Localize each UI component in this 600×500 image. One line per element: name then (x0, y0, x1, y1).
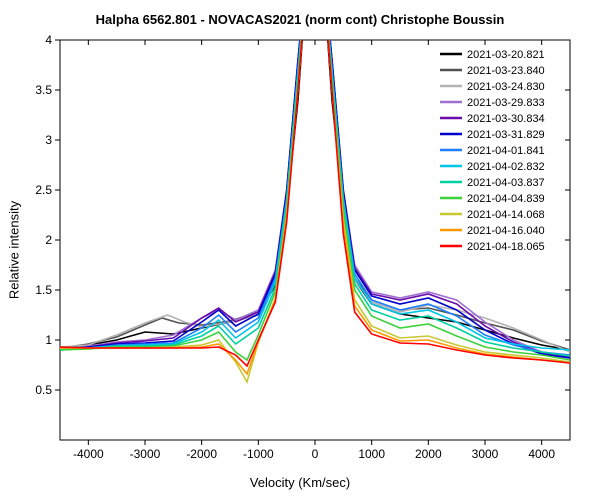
x-tick-label: 3000 (472, 447, 499, 461)
chart-title: Halpha 6562.801 - NOVACAS2021 (norm cont… (0, 12, 600, 27)
chart-svg: -4000 -3000 -2000 -1000 0 1000 2000 3000 4000 0.5… (0, 0, 600, 500)
legend-label: 2021-03-31.829 (467, 129, 545, 141)
x-tick-label: -1000 (243, 447, 274, 461)
y-tick-label: 4 (45, 33, 52, 47)
x-tick-label: -4000 (73, 447, 104, 461)
legend-label: 2021-03-20.821 (467, 49, 545, 61)
legend-label: 2021-04-16.040 (467, 225, 545, 237)
x-tick-label: -2000 (186, 447, 217, 461)
legend-label: 2021-04-02.832 (467, 161, 545, 173)
y-tick-label: 2.5 (35, 183, 52, 197)
y-axis-label: Relative intensity (7, 201, 22, 299)
legend-label: 2021-03-24.830 (467, 81, 545, 93)
x-tick-label: 0 (312, 447, 319, 461)
legend-label: 2021-04-01.841 (467, 145, 545, 157)
x-tick-label: 2000 (415, 447, 442, 461)
legend-label: 2021-04-18.065 (467, 241, 545, 253)
legend-label: 2021-03-23.840 (467, 65, 545, 77)
legend-label: 2021-03-29.833 (467, 97, 545, 109)
legend-label: 2021-04-14.068 (467, 209, 545, 221)
legend-label: 2021-03-30.834 (467, 113, 545, 125)
x-axis-label: Velocity (Km/sec) (0, 475, 600, 490)
y-tick-label: 3.5 (35, 83, 52, 97)
legend-label: 2021-04-03.837 (467, 177, 545, 189)
x-tick-label: 1000 (358, 447, 385, 461)
y-tick-label: 3 (45, 133, 52, 147)
x-tick-label: -3000 (130, 447, 161, 461)
legend-label: 2021-04-04.839 (467, 193, 545, 205)
chart-container: Halpha 6562.801 - NOVACAS2021 (norm cont… (0, 0, 600, 500)
y-tick-label: 0.5 (35, 383, 52, 397)
x-tick-label: 4000 (528, 447, 555, 461)
y-tick-label: 1 (45, 333, 52, 347)
y-tick-label: 2 (45, 233, 52, 247)
y-tick-label: 1.5 (35, 283, 52, 297)
